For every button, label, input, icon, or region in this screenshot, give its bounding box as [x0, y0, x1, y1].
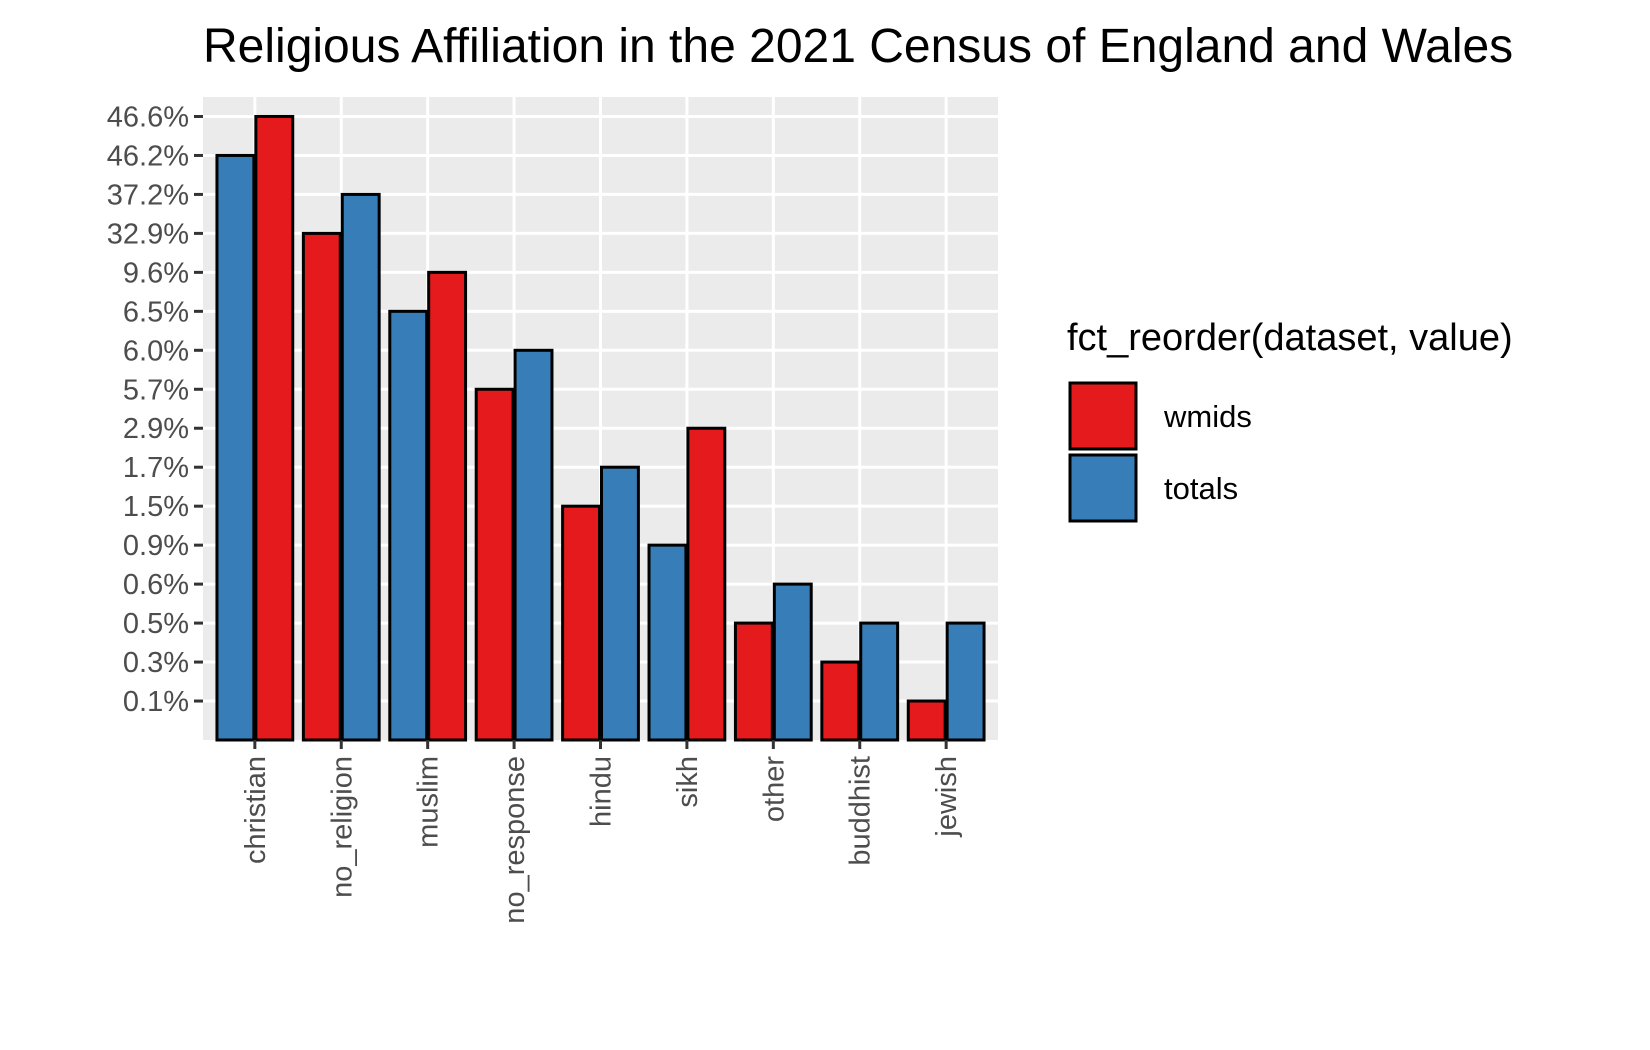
- legend-key-totals: [1068, 453, 1138, 523]
- y-tick-label: 0.9%: [123, 530, 189, 562]
- x-tick-label: christian: [240, 756, 272, 864]
- bar-wmids-christian: [254, 114, 295, 742]
- bar-totals-no_religion: [340, 192, 381, 742]
- y-axis: 0.1% 0.3% 0.5% 0.6% 0.9% 1.5% 1.7% 2.9% 5.7% 6.0%…: [107, 101, 203, 718]
- legend: fct_reorder(dataset, value) wmids totals: [1067, 317, 1513, 523]
- bar-totals-other: [772, 582, 813, 742]
- bar-wmids-hindu: [561, 504, 602, 742]
- bar-totals-christian: [215, 153, 256, 742]
- y-tick-label: 6.5%: [123, 296, 189, 328]
- y-tick-label: 32.9%: [107, 218, 189, 250]
- bar-wmids-sikh: [686, 426, 727, 742]
- bar-wmids-buddhist: [820, 660, 861, 742]
- y-tick-label: 0.1%: [123, 686, 189, 718]
- bar-wmids-jewish: [906, 699, 947, 742]
- x-tick-label: other: [758, 756, 790, 822]
- x-tick-label: muslim: [413, 756, 445, 848]
- bar-wmids-muslim: [427, 270, 468, 742]
- legend-label-totals: totals: [1164, 471, 1238, 506]
- bar-wmids-no_religion: [301, 231, 342, 742]
- y-tick-label: 37.2%: [107, 179, 189, 211]
- x-tick-label: no_response: [499, 756, 531, 924]
- bar-totals-no_response: [513, 348, 554, 742]
- y-tick-label: 0.3%: [123, 647, 189, 679]
- y-tick-label: 46.2%: [107, 140, 189, 172]
- legend-label-wmids: wmids: [1163, 399, 1252, 434]
- y-tick-label: 5.7%: [123, 374, 189, 406]
- legend-key-wmids: [1068, 381, 1138, 451]
- bar-wmids-no_response: [474, 387, 515, 742]
- y-tick-label: 2.9%: [123, 413, 189, 445]
- y-tick-label: 0.5%: [123, 608, 189, 640]
- x-tick-label: hindu: [586, 756, 618, 827]
- bar-totals-jewish: [945, 621, 986, 742]
- bar-totals-hindu: [600, 465, 640, 742]
- bar-totals-muslim: [388, 309, 429, 742]
- y-tick-label: 6.0%: [123, 335, 189, 367]
- y-tick-label: 1.7%: [123, 452, 189, 484]
- x-tick-label: sikh: [672, 756, 704, 808]
- x-tick-label: no_religion: [326, 756, 358, 898]
- bar-wmids-other: [733, 621, 774, 742]
- y-tick-label: 9.6%: [123, 257, 189, 289]
- chart-title: Religious Affiliation in the 2021 Census…: [203, 20, 1513, 73]
- x-tick-label: jewish: [931, 756, 963, 838]
- y-tick-label: 1.5%: [123, 491, 189, 523]
- x-axis: christian no_religion muslim no_response hin…: [240, 740, 963, 924]
- bar-totals-buddhist: [859, 621, 900, 742]
- y-tick-label: 0.6%: [123, 569, 189, 601]
- bar-totals-sikh: [647, 543, 688, 742]
- y-tick-label: 46.6%: [107, 101, 189, 133]
- x-tick-label: buddhist: [845, 756, 877, 866]
- legend-title: fct_reorder(dataset, value): [1067, 317, 1513, 359]
- bars: [215, 114, 986, 742]
